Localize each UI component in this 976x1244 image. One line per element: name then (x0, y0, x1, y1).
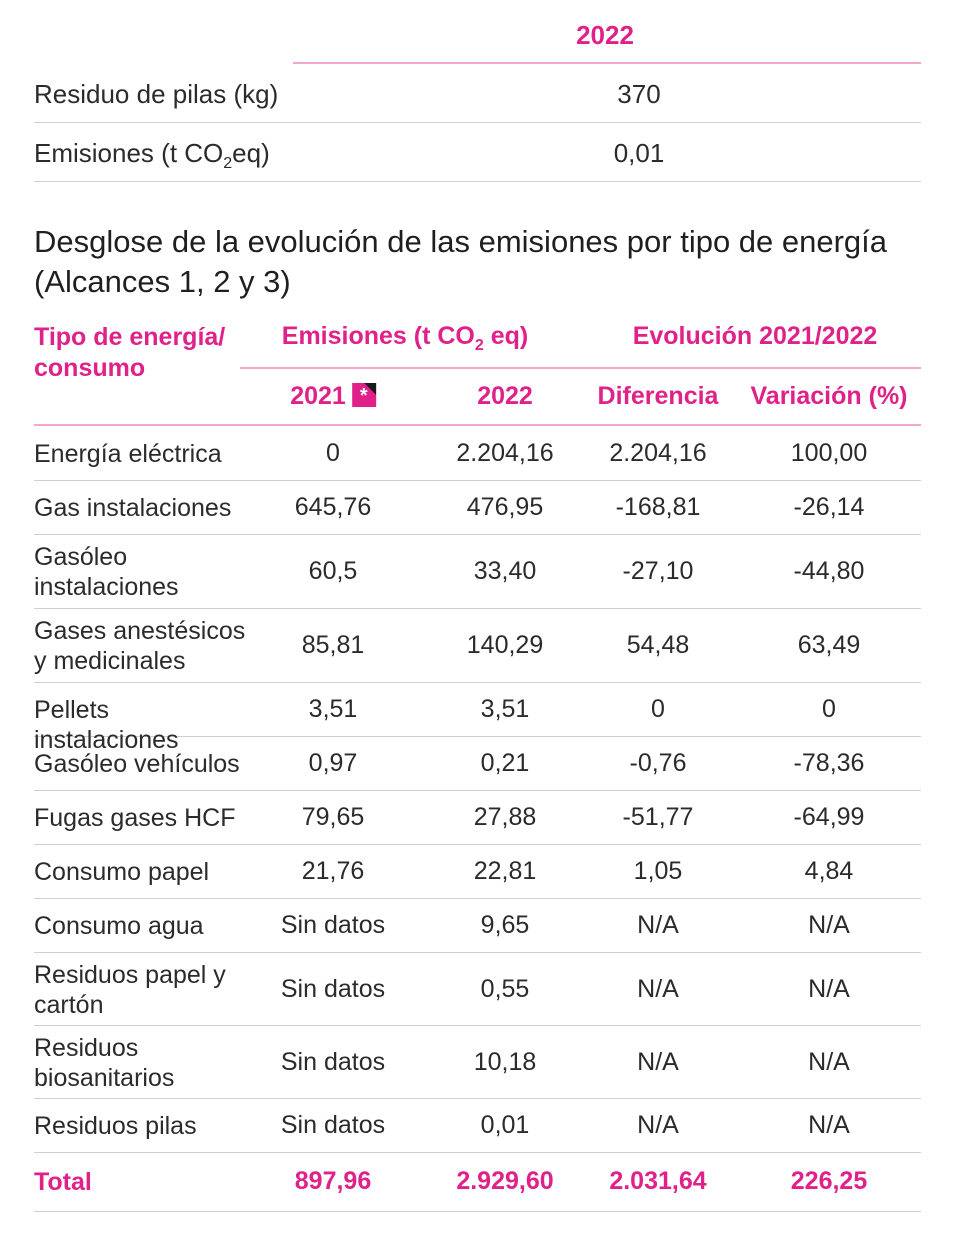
cell-2021: Sin datos (280, 1111, 386, 1139)
total-label: Total (34, 1168, 92, 1196)
table-row: Consumo agua Sin datos 9,65 N/A N/A (34, 899, 921, 953)
cell-variacion: 100,00 (790, 439, 868, 467)
cell-variacion: 63,49 (797, 631, 861, 659)
cell-2021: Sin datos (280, 911, 386, 939)
row-label: Gas instalaciones (34, 494, 232, 522)
table-row: Residuos papel y cartón Sin datos 0,55 N… (34, 953, 921, 1026)
cell-diferencia: N/A (637, 1048, 679, 1076)
table-row: Residuos biosanitarios Sin datos 10,18 N… (34, 1026, 921, 1099)
total-2021: 897,96 (294, 1167, 372, 1195)
cell-diferencia: N/A (637, 911, 679, 939)
cell-2021: 60,5 (308, 557, 358, 585)
top-row-label: Emisiones (t CO2eq) (34, 138, 270, 172)
cell-variacion: -64,99 (793, 803, 865, 831)
cell-diferencia: N/A (637, 1111, 679, 1139)
top-row-value: 0,01 (613, 138, 665, 168)
table-row: Residuos pilas Sin datos 0,01 N/A N/A (34, 1099, 921, 1153)
row-label: Residuos pilas (34, 1112, 197, 1140)
row-label: Residuos biosanitarios (34, 1034, 175, 1092)
note-star-icon: * (351, 383, 376, 407)
header-variacion: Variación (%) (750, 382, 908, 410)
table-row: Consumo papel 21,76 22,81 1,05 4,84 (34, 845, 921, 899)
top-row-label: Residuo de pilas (kg) (34, 79, 279, 109)
cell-variacion: N/A (808, 1048, 850, 1076)
row-label: Residuos papel y cartón (34, 961, 226, 1019)
table-row: Fugas gases HCF 79,65 27,88 -51,77 -64,9… (34, 791, 921, 845)
row-label: Pellets instalaciones (34, 696, 179, 754)
cell-variacion: 4,84 (804, 857, 854, 885)
cell-diferencia: 0 (651, 695, 665, 723)
cell-variacion: -44,80 (793, 557, 865, 585)
cell-2021: 0,97 (308, 749, 358, 777)
cell-diferencia: 54,48 (626, 631, 690, 659)
cell-2021: 85,81 (301, 631, 365, 659)
total-variacion: 226,25 (790, 1167, 868, 1195)
cell-variacion: -26,14 (793, 493, 865, 521)
header-emisiones: Emisiones (t CO2 eq) (281, 322, 529, 354)
header-evolucion: Evolución 2021/2022 (632, 322, 878, 350)
table-row: Gases anestésicos y medicinales 85,81 14… (34, 609, 921, 683)
cell-2021: Sin datos (280, 1048, 386, 1076)
cell-diferencia: N/A (637, 975, 679, 1003)
table-row: Gasóleo vehículos 0,97 0,21 -0,76 -78,36 (34, 737, 921, 791)
cell-2021: 79,65 (301, 803, 365, 831)
cell-2022: 476,95 (466, 493, 544, 521)
cell-2021: Sin datos (280, 975, 386, 1003)
header-tipo: Tipo de energía/ consumo (34, 323, 226, 382)
top-row-emisiones: Emisiones (t CO2eq) 0,01 (34, 123, 921, 182)
row-label: Consumo papel (34, 858, 210, 886)
cell-2022: 0,21 (480, 749, 530, 777)
cell-variacion: N/A (808, 911, 850, 939)
cell-2022: 27,88 (473, 803, 537, 831)
header-diferencia: Diferencia (597, 382, 719, 410)
table-row: Energía eléctrica 0 2.204,16 2.204,16 10… (34, 427, 921, 481)
cell-2022: 10,18 (473, 1048, 537, 1076)
row-label: Gases anestésicos y medicinales (34, 617, 246, 675)
cell-2022: 3,51 (480, 695, 530, 723)
table-row: Pellets instalaciones 3,51 3,51 0 0 (34, 683, 921, 754)
cell-2021: 0 (326, 439, 340, 467)
total-2022: 2.929,60 (456, 1167, 554, 1195)
row-label: Consumo agua (34, 912, 204, 940)
header-2022: 2022 (477, 382, 533, 410)
cell-2021: 21,76 (301, 857, 365, 885)
table-row: Gasóleo instalaciones 60,5 33,40 -27,10 … (34, 535, 921, 609)
cell-2022: 140,29 (466, 631, 544, 659)
cell-variacion: 0 (822, 695, 836, 723)
cell-diferencia: -168,81 (615, 493, 701, 521)
total-row: Total 897,96 2.929,60 2.031,64 226,25 (34, 1153, 921, 1212)
total-diferencia: 2.031,64 (609, 1167, 707, 1195)
section-title: Desglose de la evolución de las emisione… (34, 224, 888, 299)
cell-diferencia: -0,76 (629, 749, 687, 777)
cell-diferencia: -27,10 (622, 557, 694, 585)
row-label: Gasóleo vehículos (34, 750, 240, 778)
cell-diferencia: 1,05 (633, 857, 683, 885)
cell-2022: 33,40 (473, 557, 537, 585)
row-label: Energía eléctrica (34, 440, 222, 468)
table-row: Gas instalaciones 645,76 476,95 -168,81 … (34, 481, 921, 535)
cell-variacion: -78,36 (793, 749, 865, 777)
row-label: Gasóleo instalaciones (34, 543, 179, 601)
header-2021: 2021 * (290, 382, 376, 411)
cell-2022: 9,65 (480, 911, 530, 939)
top-row-pilas: Residuo de pilas (kg) 370 (34, 64, 921, 123)
top-row-value: 370 (617, 79, 661, 109)
cell-variacion: N/A (808, 1111, 850, 1139)
cell-2022: 2.204,16 (456, 439, 554, 467)
cell-diferencia: 2.204,16 (609, 439, 707, 467)
cell-2022: 0,55 (480, 975, 530, 1003)
cell-2021: 3,51 (308, 695, 358, 723)
cell-2022: 22,81 (473, 857, 537, 885)
cell-2022: 0,01 (480, 1111, 530, 1139)
header-divider (240, 367, 921, 369)
top-year-header: 2022 (576, 20, 634, 50)
row-label: Fugas gases HCF (34, 804, 236, 832)
cell-2021: 645,76 (294, 493, 372, 521)
cell-diferencia: -51,77 (622, 803, 694, 831)
cell-variacion: N/A (808, 975, 850, 1003)
header-bottom-divider (34, 424, 921, 426)
top-table-header: 2022 (293, 14, 921, 64)
